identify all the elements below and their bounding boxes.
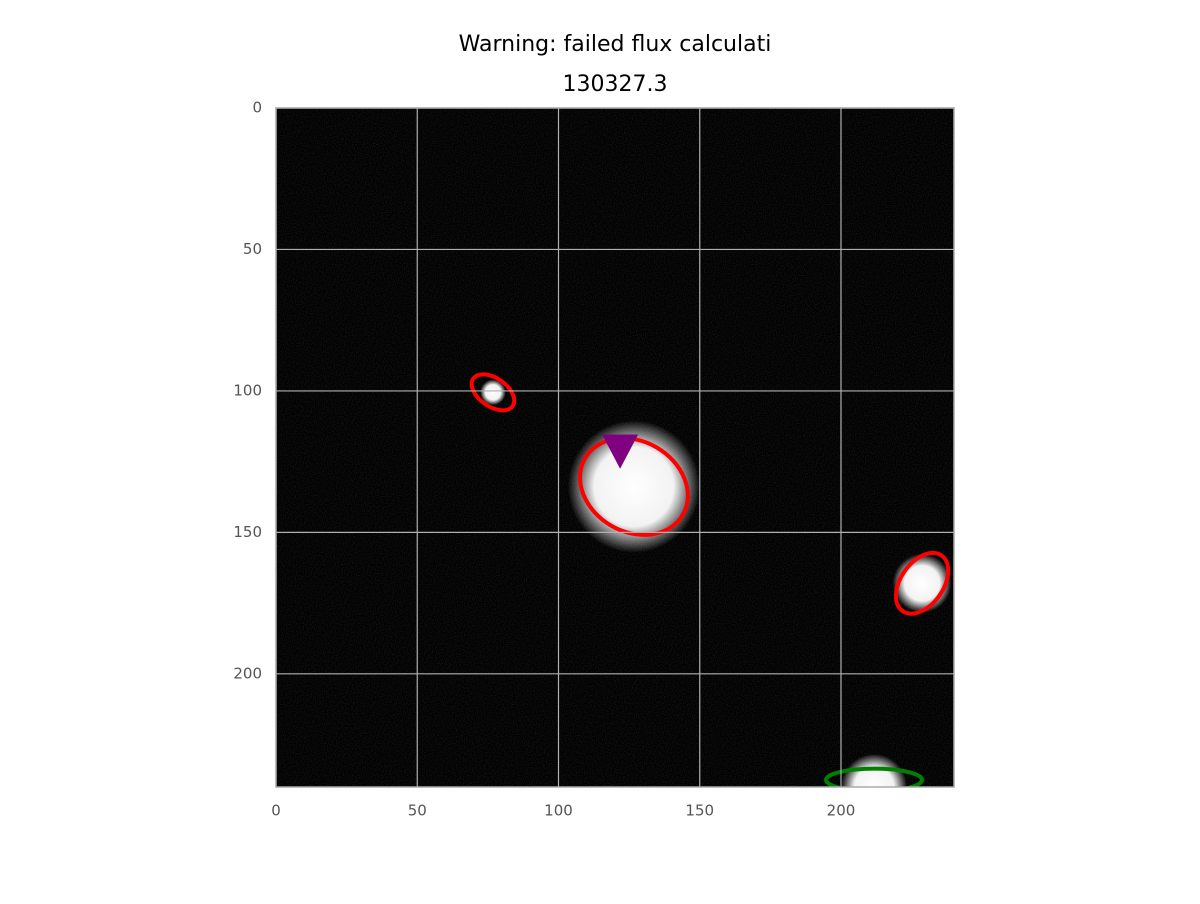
y-tick-label: 0 xyxy=(252,99,262,117)
x-tick-label: 100 xyxy=(544,802,573,820)
y-tick-label: 50 xyxy=(243,240,262,258)
axes-frame xyxy=(275,107,955,788)
y-tick-label: 150 xyxy=(233,523,262,541)
marker xyxy=(602,434,639,469)
x-tick-label: 0 xyxy=(271,802,281,820)
aperture-ellipse xyxy=(893,550,951,616)
aperture-ellipse xyxy=(469,372,517,413)
plot-area xyxy=(469,372,952,787)
source xyxy=(480,379,506,406)
aperture-ellipse xyxy=(578,436,690,537)
y-tick-label: 200 xyxy=(233,664,262,682)
chart-title: Warning: failed flux calculati xyxy=(459,32,772,57)
x-tick-label: 150 xyxy=(685,802,714,820)
y-tick-label: 100 xyxy=(233,381,262,399)
x-tick-label: 200 xyxy=(827,802,856,820)
source xyxy=(892,553,952,613)
aperture-ellipse xyxy=(824,766,925,787)
chart-subtitle: 130327.3 xyxy=(563,72,668,97)
x-tick-label: 50 xyxy=(408,802,427,820)
